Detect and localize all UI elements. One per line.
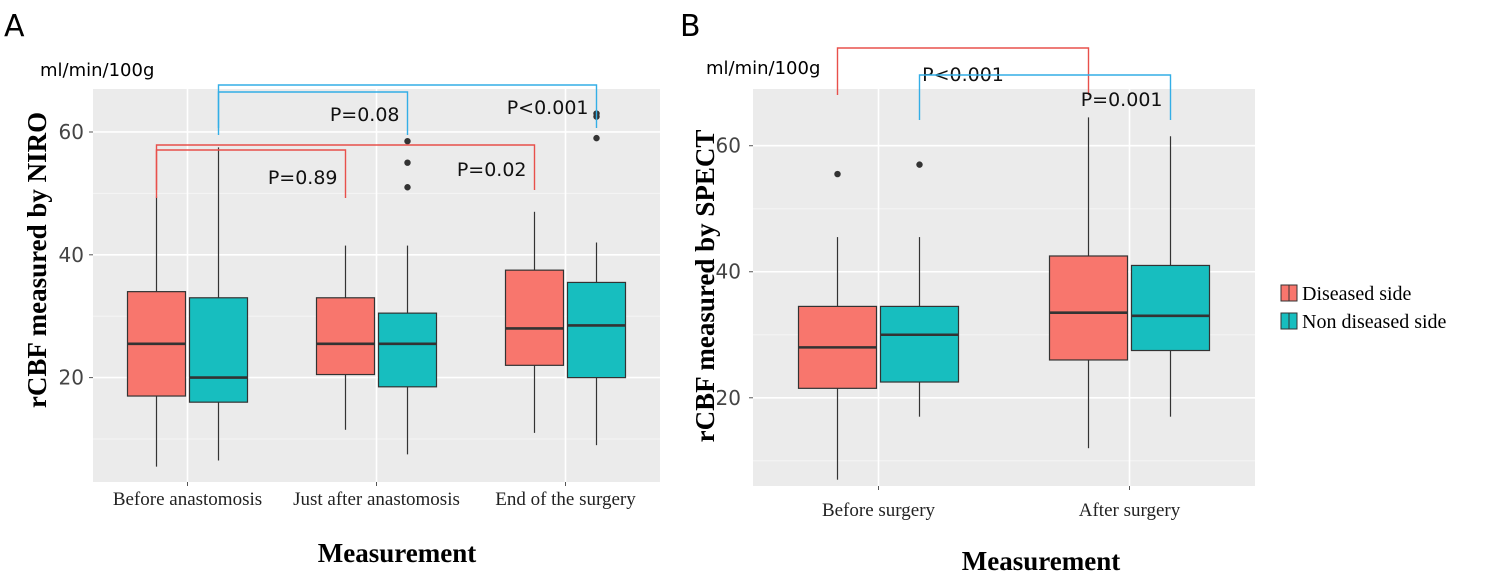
outlier-point — [916, 161, 923, 168]
panel-a-plot-area: 20 40 60 Before anastomosis Just after anast… — [59, 84, 660, 510]
outlier-point — [834, 170, 841, 178]
y-tick-label: 40 — [716, 260, 741, 284]
panel-a-unit: ml/min/100g — [40, 60, 154, 81]
panel-a-label: A — [4, 9, 25, 44]
p-value-label: P=0.02 — [457, 159, 527, 181]
p-value-label: P=0.08 — [330, 104, 400, 126]
box — [879, 305, 960, 383]
legend-label-diseased: Diseased side — [1302, 283, 1412, 305]
y-tick-label: 60 — [716, 134, 741, 158]
panel-b-x-axis-title: Measurement — [962, 546, 1120, 576]
x-tick-label: End of the surgery — [495, 489, 636, 510]
significance-bracket — [155, 144, 536, 190]
box — [377, 312, 438, 388]
y-tick-label: 60 — [59, 120, 84, 144]
outlier-point — [404, 137, 411, 145]
p-value-label: P=0.001 — [1081, 89, 1163, 111]
outlier-point — [404, 159, 411, 166]
legend: Diseased side Non diseased side — [1280, 283, 1447, 333]
box — [504, 269, 565, 366]
y-tick-label: 20 — [59, 366, 84, 390]
x-tick-label: Before surgery — [822, 500, 936, 521]
panel-b-label: B — [680, 9, 701, 44]
p-value-label: P<0.001 — [507, 97, 589, 119]
panel-b-y-axis-title: rCBF measured by SPECT — [690, 130, 720, 443]
box — [1048, 255, 1129, 361]
box — [315, 297, 376, 376]
x-tick-label: Before anastomosis — [113, 489, 262, 510]
y-tick-label: 20 — [716, 386, 741, 410]
panel-b-unit: ml/min/100g — [706, 58, 820, 79]
y-tick-label: 40 — [59, 243, 84, 267]
x-tick-label: Just after anastomosis — [293, 489, 460, 510]
outlier-point — [404, 184, 411, 191]
significance-bracket — [836, 47, 1090, 95]
x-tick-label: After surgery — [1079, 500, 1181, 521]
box — [188, 297, 249, 403]
box — [566, 281, 627, 379]
panel-a-y-axis-title: rCBF measured by NIRO — [22, 112, 52, 408]
outlier-point — [593, 134, 600, 142]
p-value-label: P=0.89 — [268, 167, 338, 189]
significance-bracket — [918, 74, 1172, 120]
box — [1130, 264, 1211, 352]
panel-a: A ml/min/100g 20 40 60 Before anastomosis Ju… — [4, 9, 660, 568]
panel-b: B ml/min/100g 20 40 60 Before surgery After … — [680, 9, 1255, 576]
significance-bracket — [217, 84, 598, 128]
panel-a-x-axis-title: Measurement — [318, 538, 476, 568]
legend-label-non-diseased: Non diseased side — [1302, 311, 1447, 333]
